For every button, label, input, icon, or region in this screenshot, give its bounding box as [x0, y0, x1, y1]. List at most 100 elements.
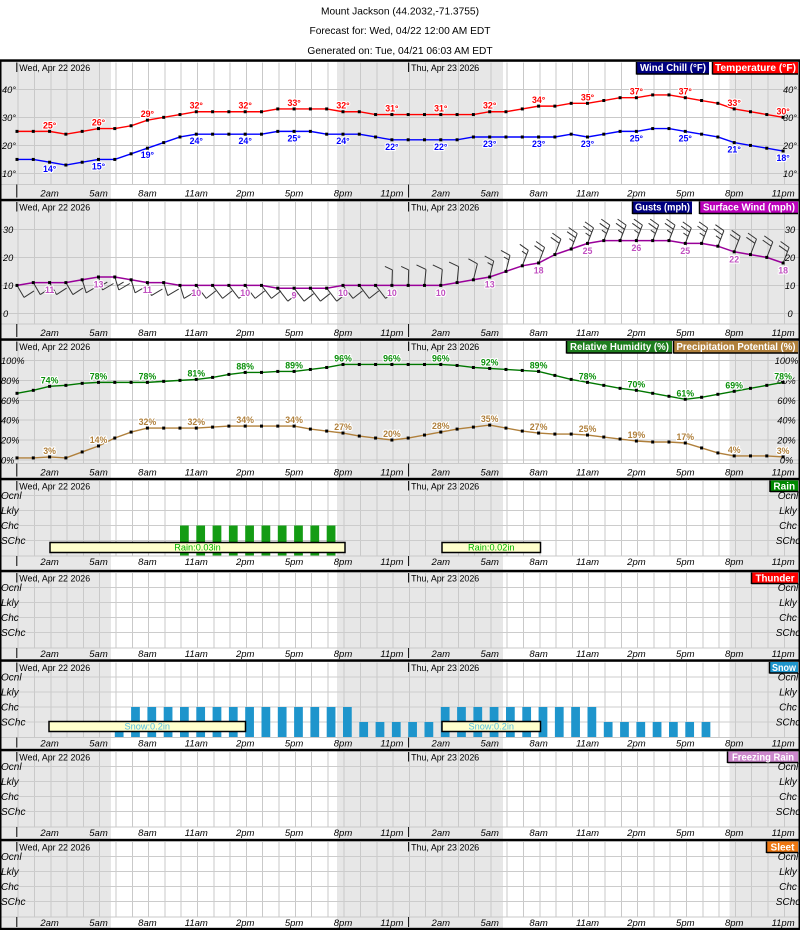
svg-text:32%: 32%: [139, 417, 157, 427]
svg-text:8pm: 8pm: [334, 189, 353, 200]
svg-text:5am: 5am: [480, 557, 499, 568]
svg-text:Lkly: Lkly: [779, 688, 798, 699]
svg-text:Wind Chill (°F): Wind Chill (°F): [640, 63, 706, 74]
svg-text:SChc: SChc: [776, 536, 800, 547]
svg-text:8am: 8am: [529, 739, 548, 750]
svg-text:5am: 5am: [480, 468, 499, 479]
svg-text:80%: 80%: [1, 376, 19, 386]
svg-text:2pm: 2pm: [235, 189, 255, 200]
svg-text:31°: 31°: [385, 104, 399, 114]
svg-text:8pm: 8pm: [725, 828, 744, 839]
svg-text:18°: 18°: [776, 153, 790, 163]
svg-text:96%: 96%: [383, 353, 401, 363]
svg-text:27%: 27%: [530, 422, 548, 432]
svg-text:20°: 20°: [782, 141, 797, 151]
svg-text:Chc: Chc: [779, 703, 797, 714]
svg-text:Sleet: Sleet: [771, 843, 796, 854]
svg-text:8pm: 8pm: [334, 468, 353, 479]
svg-text:2am: 2am: [431, 557, 451, 568]
svg-text:2pm: 2pm: [235, 918, 255, 929]
svg-text:32°: 32°: [239, 101, 253, 111]
svg-text:30°: 30°: [776, 106, 790, 116]
svg-text:8am: 8am: [529, 189, 548, 200]
svg-text:2am: 2am: [39, 649, 59, 660]
svg-text:14%: 14%: [90, 435, 108, 445]
svg-text:Chc: Chc: [1, 613, 19, 624]
svg-text:11am: 11am: [185, 828, 208, 839]
svg-text:3%: 3%: [43, 446, 56, 456]
svg-text:8pm: 8pm: [725, 739, 744, 750]
svg-text:8pm: 8pm: [725, 649, 744, 660]
svg-text:11pm: 11pm: [772, 739, 795, 750]
svg-text:5am: 5am: [89, 739, 108, 750]
svg-text:8pm: 8pm: [334, 557, 353, 568]
svg-text:SChc: SChc: [1, 718, 25, 729]
svg-text:5pm: 5pm: [676, 468, 695, 479]
svg-text:11am: 11am: [185, 328, 208, 339]
svg-text:17%: 17%: [676, 432, 694, 442]
svg-text:22: 22: [729, 254, 739, 264]
svg-text:2am: 2am: [39, 828, 59, 839]
svg-text:8pm: 8pm: [334, 828, 353, 839]
svg-text:37°: 37°: [679, 87, 693, 97]
svg-text:60%: 60%: [1, 396, 19, 406]
svg-text:10: 10: [785, 281, 796, 291]
svg-text:Wed, Apr 22 2026: Wed, Apr 22 2026: [19, 753, 90, 763]
svg-text:Relative Humidity (%): Relative Humidity (%): [570, 342, 669, 353]
svg-text:8am: 8am: [138, 468, 157, 479]
svg-text:20: 20: [784, 253, 796, 263]
svg-text:2am: 2am: [39, 328, 59, 339]
svg-text:5pm: 5pm: [676, 739, 695, 750]
svg-text:0: 0: [3, 309, 9, 319]
svg-text:8am: 8am: [529, 828, 548, 839]
svg-text:Ocnl: Ocnl: [778, 762, 799, 773]
svg-text:Ocnl: Ocnl: [778, 673, 799, 684]
svg-text:Chc: Chc: [779, 521, 797, 532]
svg-text:100%: 100%: [1, 356, 25, 366]
svg-text:2am: 2am: [431, 189, 451, 200]
svg-text:89%: 89%: [530, 360, 548, 370]
svg-text:10: 10: [240, 288, 250, 298]
svg-text:Ocnl: Ocnl: [1, 762, 22, 773]
svg-text:60%: 60%: [777, 396, 795, 406]
svg-text:2pm: 2pm: [235, 468, 255, 479]
svg-text:32°: 32°: [336, 101, 350, 111]
svg-text:11am: 11am: [185, 189, 208, 200]
svg-text:Snow:0.2in: Snow:0.2in: [125, 721, 170, 731]
svg-text:30°: 30°: [783, 113, 797, 123]
svg-text:Lkly: Lkly: [1, 688, 20, 699]
svg-text:11pm: 11pm: [380, 557, 403, 568]
svg-text:20%: 20%: [0, 436, 19, 446]
svg-text:Wed, Apr 22 2026: Wed, Apr 22 2026: [19, 342, 90, 352]
svg-text:Chc: Chc: [1, 882, 19, 893]
svg-text:18: 18: [778, 266, 788, 276]
svg-text:2pm: 2pm: [626, 557, 646, 568]
svg-text:Thu, Apr 23 2026: Thu, Apr 23 2026: [411, 574, 479, 584]
svg-text:5am: 5am: [480, 328, 499, 339]
svg-text:2am: 2am: [431, 328, 451, 339]
svg-text:Lkly: Lkly: [779, 506, 798, 517]
svg-text:2am: 2am: [431, 649, 451, 660]
svg-text:11pm: 11pm: [380, 189, 403, 200]
svg-text:26°: 26°: [92, 118, 106, 128]
svg-text:69%: 69%: [725, 380, 743, 390]
svg-text:24°: 24°: [336, 136, 350, 146]
svg-text:100%: 100%: [775, 356, 799, 366]
svg-text:Snow:0.2in: Snow:0.2in: [469, 721, 514, 731]
svg-text:Lkly: Lkly: [779, 598, 798, 609]
svg-text:2pm: 2pm: [235, 557, 255, 568]
svg-text:Thu, Apr 23 2026: Thu, Apr 23 2026: [411, 663, 479, 673]
svg-text:5am: 5am: [89, 918, 108, 929]
svg-text:5pm: 5pm: [676, 649, 695, 660]
svg-text:11pm: 11pm: [772, 918, 795, 929]
svg-text:25: 25: [680, 246, 690, 256]
svg-text:2pm: 2pm: [626, 828, 646, 839]
svg-text:78%: 78%: [774, 371, 792, 381]
svg-text:Lkly: Lkly: [779, 777, 798, 788]
svg-text:Gusts (mph): Gusts (mph): [635, 203, 690, 214]
svg-text:8am: 8am: [138, 557, 157, 568]
svg-text:5pm: 5pm: [676, 918, 695, 929]
svg-text:2am: 2am: [431, 468, 451, 479]
svg-text:32°: 32°: [190, 101, 204, 111]
svg-text:24°: 24°: [190, 136, 204, 146]
